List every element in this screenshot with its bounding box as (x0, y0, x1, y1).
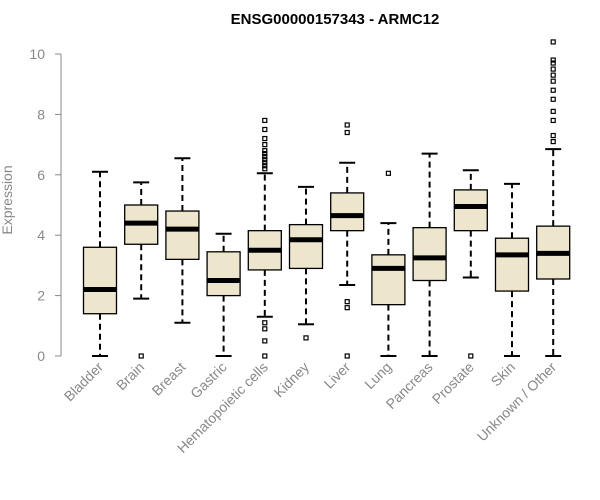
box-iqr (288, 223, 324, 270)
outlier-point (262, 160, 268, 166)
y-tick-label: 0 (37, 348, 45, 364)
box-group (82, 170, 118, 357)
box-group (453, 169, 488, 359)
y-axis-label: Expression (0, 165, 15, 234)
category-label: Skin (488, 359, 519, 390)
outlier-point (262, 163, 268, 169)
outlier-point (262, 148, 268, 154)
box-iqr (453, 189, 488, 232)
outlier-point (262, 117, 268, 124)
outlier-point (550, 78, 556, 84)
box-iqr (82, 246, 118, 315)
outlier-point (550, 66, 556, 72)
outlier-point (550, 87, 556, 93)
outlier-point (468, 353, 474, 359)
outlier-point (344, 305, 350, 311)
chart-title: ENSG00000157343 - ARMC12 (231, 11, 440, 28)
outlier-point (303, 335, 309, 341)
box-group (412, 152, 447, 357)
outlier-point (262, 338, 268, 344)
category-label: Bladder (61, 359, 107, 405)
box-group (288, 185, 324, 341)
outlier-point (262, 166, 268, 172)
boxes-layer (82, 39, 571, 359)
outlier-point (344, 353, 350, 359)
outlier-point (262, 353, 268, 359)
outlier-point (550, 138, 556, 145)
y-tick-label: 8 (37, 106, 45, 122)
box-iqr (371, 254, 406, 306)
y-axis: 0 2 4 6 8 10 (29, 46, 62, 364)
outlier-point (262, 151, 268, 157)
y-tick-label: 10 (29, 46, 45, 62)
outlier-point (138, 353, 144, 359)
outlier-point (385, 170, 391, 176)
category-label: Lung (361, 359, 394, 392)
outlier-point (262, 142, 268, 148)
outlier-point (262, 326, 268, 332)
box-iqr (165, 210, 200, 261)
box-group (247, 117, 282, 359)
box-iqr (330, 192, 365, 232)
outlier-point (550, 60, 556, 66)
outlier-point (344, 129, 350, 136)
box-iqr (206, 251, 241, 297)
category-label: Liver (321, 359, 354, 392)
box-group (165, 157, 200, 324)
outlier-point (262, 135, 268, 142)
outlier-point (550, 39, 556, 45)
outlier-point (550, 96, 556, 102)
category-label: Brain (113, 359, 147, 393)
outlier-point (344, 122, 350, 128)
box-group (124, 181, 159, 359)
outlier-point (344, 299, 350, 305)
box-group (330, 122, 365, 359)
category-label: Prostate (429, 359, 477, 407)
category-label: Breast (149, 359, 189, 399)
outlier-point (262, 320, 268, 326)
outlier-point (550, 108, 556, 114)
outlier-point (262, 126, 268, 133)
y-tick-label: 2 (37, 288, 45, 304)
outlier-point (550, 117, 556, 124)
category-label: Kidney (271, 359, 313, 401)
box-group (494, 182, 530, 357)
box-group (206, 232, 241, 357)
outlier-point (262, 154, 268, 160)
box-iqr (412, 226, 447, 282)
outlier-point (550, 132, 556, 139)
box-group (371, 170, 406, 357)
y-tick-label: 6 (37, 167, 45, 183)
y-tick-label: 4 (37, 227, 45, 243)
box-iqr (494, 237, 530, 292)
outlier-point (550, 57, 556, 63)
outlier-point (550, 72, 556, 78)
outlier-point (262, 157, 268, 163)
box-group (536, 39, 571, 357)
